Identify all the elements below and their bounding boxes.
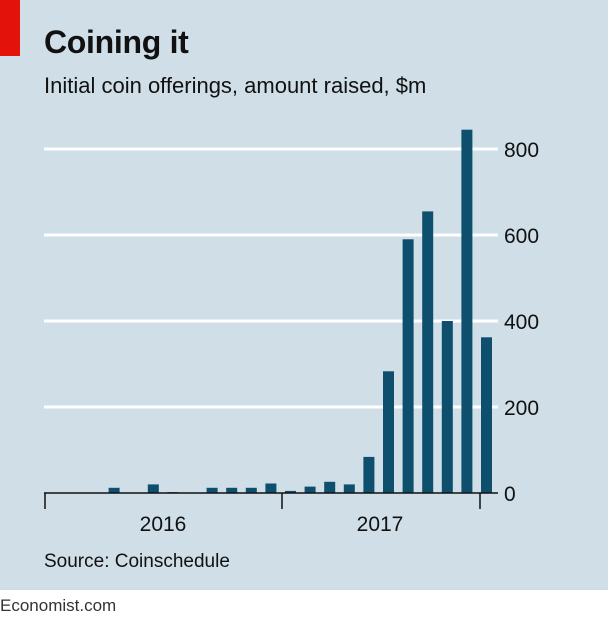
bar-jun-2017 (422, 211, 434, 493)
chart-title: Coining it (44, 24, 189, 60)
bar-dec-2016 (304, 486, 316, 493)
bar-apr-2017 (383, 371, 394, 493)
economist-red-tag (0, 0, 20, 56)
y-tick-label-200: 200 (504, 397, 539, 420)
bar-jul-2017 (441, 321, 453, 493)
bar-jan-2017 (324, 481, 336, 493)
x-tick-label-2016: 2016 (140, 513, 187, 536)
x-axis (44, 492, 498, 509)
bar-aug-2017 (461, 129, 473, 493)
x-tick-labels: 2016 2017 (140, 513, 404, 536)
y-tick-label-0: 0 (504, 483, 516, 506)
bar-may-2017 (402, 239, 414, 493)
bar-feb-2016 (108, 487, 120, 493)
x-tick-label-2017: 2017 (357, 513, 404, 536)
bar-oct-2016 (265, 483, 277, 493)
bar-nov-2016 (285, 490, 296, 493)
bar-apr-2016 (147, 484, 159, 493)
y-tick-labels: 0 200 400 600 800 (504, 139, 539, 506)
source-note: Source: Coinschedule (44, 551, 230, 572)
bar-sep-2017 (481, 337, 492, 493)
y-tick-label-800: 800 (504, 139, 539, 162)
bar-mar-2017 (363, 456, 375, 493)
chart-subtitle: Initial coin offerings, amount raised, $… (44, 73, 427, 98)
bar-sep-2016 (245, 487, 257, 493)
bar-chart: 0 200 400 600 800 2016 2017 (44, 129, 539, 536)
bar-aug-2016 (226, 487, 238, 493)
chart-panel (0, 0, 608, 590)
y-tick-label-400: 400 (504, 311, 539, 334)
bar-feb-2017 (343, 484, 355, 493)
bars (108, 129, 492, 493)
brand-footer: Economist.com (0, 596, 117, 615)
y-tick-label-600: 600 (504, 225, 539, 248)
bar-jul-2016 (206, 487, 218, 493)
